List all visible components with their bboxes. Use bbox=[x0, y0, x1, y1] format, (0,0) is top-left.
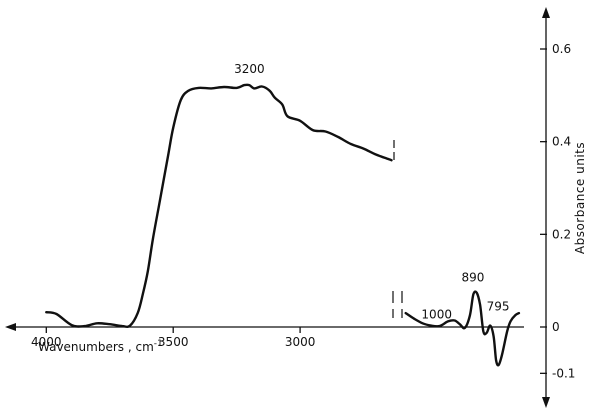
y-axis-arrowhead-down bbox=[542, 397, 550, 408]
y-axis bbox=[542, 7, 550, 408]
axis-break bbox=[392, 140, 403, 318]
peak-label: 1000 bbox=[421, 308, 452, 322]
x-tick-label: 4000 bbox=[31, 335, 62, 349]
y-tick-label: 0.4 bbox=[552, 135, 571, 149]
y-tick-label: -0.1 bbox=[552, 366, 575, 380]
y-tick-label: 0.2 bbox=[552, 227, 571, 241]
x-tick-label: 3000 bbox=[285, 335, 316, 349]
y-ticks: 0.6 0.4 0.2 0 -0.1 bbox=[540, 42, 575, 380]
x-tick-label: 3500 bbox=[158, 335, 189, 349]
y-axis-label: Absorbance units bbox=[573, 142, 587, 254]
peak-label: 795 bbox=[487, 300, 510, 314]
spectrum-line-high bbox=[45, 83, 393, 328]
spectrum-curves bbox=[45, 83, 521, 367]
x-axis-arrowhead bbox=[5, 323, 16, 331]
peak-label: 890 bbox=[462, 271, 485, 285]
x-ticks: 4000 3500 3000 bbox=[31, 327, 315, 349]
peak-annotations: 3200 890 1000 795 bbox=[234, 62, 509, 321]
x-axis-label: Wavenumbers , cm-1 bbox=[38, 339, 163, 354]
y-tick-label: 0.6 bbox=[552, 42, 571, 56]
spectrum-line-low bbox=[404, 290, 521, 367]
y-axis-arrowhead-up bbox=[542, 7, 550, 18]
peak-label: 3200 bbox=[234, 62, 265, 76]
y-tick-label: 0 bbox=[552, 320, 560, 334]
